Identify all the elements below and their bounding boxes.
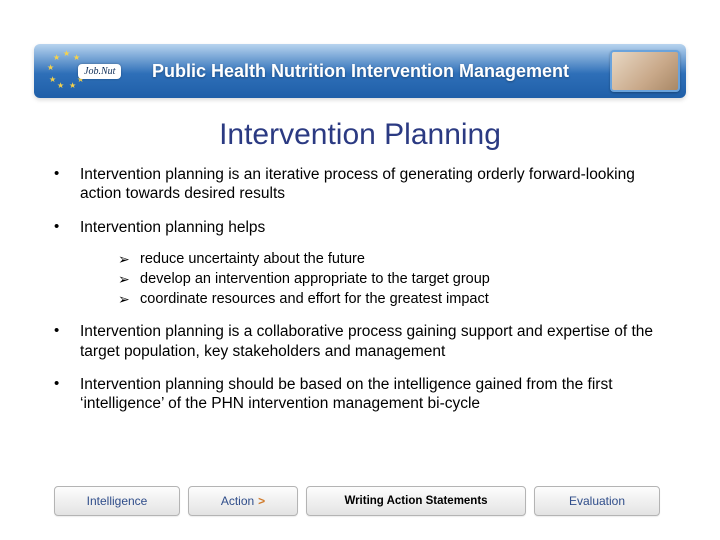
bullet-item: • Intervention planning should be based …: [54, 375, 674, 414]
header-banner: ★ ★ ★ ★ ★ ★ ★ ★ ★ Job.Nut Public Health …: [34, 44, 686, 98]
sub-text: reduce uncertainty about the future: [140, 251, 365, 268]
arrow-icon: ➢: [118, 291, 140, 308]
bottom-nav: Intelligence Action > Writing Action Sta…: [54, 486, 666, 516]
bullet-marker: •: [54, 165, 80, 204]
sub-text: develop an intervention appropriate to t…: [140, 271, 490, 288]
nav-label: Action: [221, 494, 254, 508]
sub-list: ➢ reduce uncertainty about the future ➢ …: [118, 251, 674, 308]
bullet-marker: •: [54, 375, 80, 414]
page-title: Intervention Planning: [0, 118, 720, 152]
bullet-text: Intervention planning helps: [80, 218, 265, 237]
logo-label: Job.Nut: [78, 64, 121, 79]
banner-title: Public Health Nutrition Intervention Man…: [152, 61, 569, 82]
bullet-item: • Intervention planning is an iterative …: [54, 165, 674, 204]
nav-action-button[interactable]: Action >: [188, 486, 298, 516]
sub-item: ➢ reduce uncertainty about the future: [118, 251, 674, 268]
bullet-text: Intervention planning should be based on…: [80, 375, 674, 414]
sub-item: ➢ develop an intervention appropriate to…: [118, 271, 674, 288]
nav-writing-button[interactable]: Writing Action Statements: [306, 486, 526, 516]
nav-intelligence-button[interactable]: Intelligence: [54, 486, 180, 516]
bullet-text: Intervention planning is a collaborative…: [80, 322, 674, 361]
chevron-right-icon: >: [258, 494, 265, 508]
arrow-icon: ➢: [118, 251, 140, 268]
bullet-marker: •: [54, 218, 80, 237]
sub-text: coordinate resources and effort for the …: [140, 291, 489, 308]
content-area: • Intervention planning is an iterative …: [54, 165, 674, 428]
bullet-text: Intervention planning is an iterative pr…: [80, 165, 674, 204]
bullet-item: • Intervention planning helps: [54, 218, 674, 237]
bullet-marker: •: [54, 322, 80, 361]
sub-item: ➢ coordinate resources and effort for th…: [118, 291, 674, 308]
arrow-icon: ➢: [118, 271, 140, 288]
banner-photo: [610, 50, 680, 92]
nav-label: Writing Action Statements: [344, 495, 487, 507]
nav-evaluation-button[interactable]: Evaluation: [534, 486, 660, 516]
nav-label: Intelligence: [87, 494, 148, 508]
nav-label: Evaluation: [569, 494, 625, 508]
bullet-item: • Intervention planning is a collaborati…: [54, 322, 674, 361]
